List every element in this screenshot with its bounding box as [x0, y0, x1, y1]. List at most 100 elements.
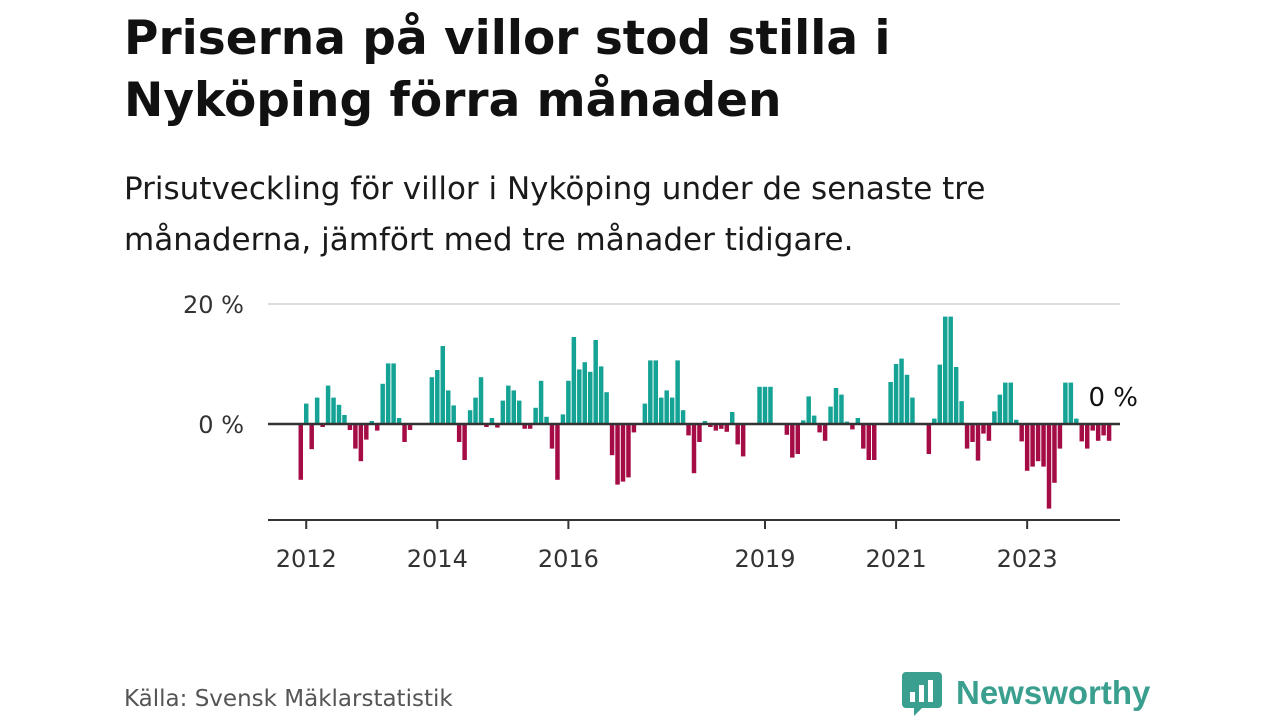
bar	[784, 424, 790, 435]
bars	[298, 316, 1112, 509]
bar	[620, 424, 626, 482]
bar	[385, 363, 391, 424]
bar	[511, 390, 517, 424]
bar	[850, 424, 855, 430]
bar	[806, 396, 811, 424]
bar	[735, 424, 740, 445]
bar	[937, 364, 943, 424]
bar	[795, 424, 801, 454]
bar	[1035, 424, 1041, 462]
source-note: Källa: Svensk Mäklarstatistik	[124, 686, 453, 712]
bar	[926, 424, 932, 454]
bar	[719, 424, 724, 429]
bar	[358, 424, 364, 462]
bar	[986, 424, 992, 441]
bar	[981, 424, 986, 434]
bar	[615, 424, 620, 485]
x-tick-label: 2021	[866, 545, 927, 573]
bar	[1052, 424, 1057, 483]
bar	[653, 360, 659, 424]
bar	[314, 397, 320, 424]
bar	[478, 377, 484, 424]
bar	[708, 424, 713, 427]
bar	[817, 424, 822, 433]
bar	[364, 424, 369, 440]
bar	[904, 374, 910, 424]
bar	[762, 386, 768, 424]
bar	[631, 424, 637, 433]
bar	[839, 394, 844, 424]
bar	[582, 362, 588, 424]
y-axis-labels: 20 % 0 %	[183, 291, 244, 439]
bar	[374, 424, 380, 431]
bar	[527, 424, 533, 429]
bar	[325, 385, 331, 424]
bar	[1106, 424, 1112, 441]
bar	[402, 424, 407, 442]
bar	[522, 424, 527, 429]
bar	[893, 364, 899, 424]
bar	[1079, 424, 1085, 442]
x-tick-label: 2012	[276, 545, 337, 573]
bar	[724, 424, 730, 432]
y-tick-label: 0 %	[198, 411, 244, 439]
bar	[309, 424, 314, 450]
newsworthy-wordmark: Newsworthy	[956, 674, 1151, 711]
x-tick-label: 2023	[997, 545, 1058, 573]
bar	[970, 424, 975, 442]
bar	[800, 420, 806, 424]
bar	[669, 397, 675, 424]
bar	[713, 424, 719, 431]
bar	[445, 390, 451, 424]
newsworthy-logo: Newsworthy	[902, 670, 1150, 716]
bar	[729, 412, 735, 424]
bar	[587, 371, 593, 424]
bar	[544, 416, 549, 424]
bar	[1068, 382, 1074, 424]
bar	[320, 424, 325, 427]
bar	[353, 424, 358, 449]
bar	[303, 403, 309, 424]
bar	[440, 346, 446, 424]
bar	[686, 424, 691, 436]
bar	[953, 367, 959, 424]
bar	[1101, 424, 1106, 436]
bar	[648, 360, 653, 424]
bar	[822, 424, 828, 441]
bar	[533, 407, 538, 424]
bar	[702, 421, 708, 424]
bar	[948, 316, 953, 424]
bar	[571, 337, 577, 424]
newsworthy-logo-icon	[902, 672, 942, 716]
bar	[462, 424, 467, 460]
chart-subtitle: Prisutveckling för villor i Nyköping und…	[124, 171, 986, 258]
bar	[691, 424, 697, 474]
bar	[833, 388, 839, 424]
bar	[347, 424, 353, 430]
bar	[1024, 424, 1030, 471]
bar	[396, 418, 402, 424]
bar	[664, 390, 669, 424]
bar	[336, 404, 342, 424]
bar	[964, 424, 970, 449]
x-tick-label: 2014	[407, 545, 468, 573]
bar	[435, 370, 440, 424]
bar	[855, 418, 861, 424]
bar	[538, 380, 544, 424]
bar	[495, 424, 500, 428]
bar	[549, 424, 555, 449]
x-tick-label: 2019	[734, 545, 795, 573]
bar	[1019, 424, 1024, 442]
bar	[1084, 424, 1090, 449]
bar	[467, 410, 473, 424]
bar	[407, 424, 413, 430]
bar	[451, 405, 456, 424]
bar	[1095, 424, 1101, 441]
bar	[642, 403, 648, 424]
bar	[560, 414, 566, 424]
chart-title: Priserna på villor stod stilla i Nyköpin…	[124, 11, 891, 128]
bar	[1030, 424, 1035, 467]
bar	[609, 424, 615, 456]
last-value-label: 0 %	[1089, 383, 1139, 413]
bar	[380, 383, 385, 424]
